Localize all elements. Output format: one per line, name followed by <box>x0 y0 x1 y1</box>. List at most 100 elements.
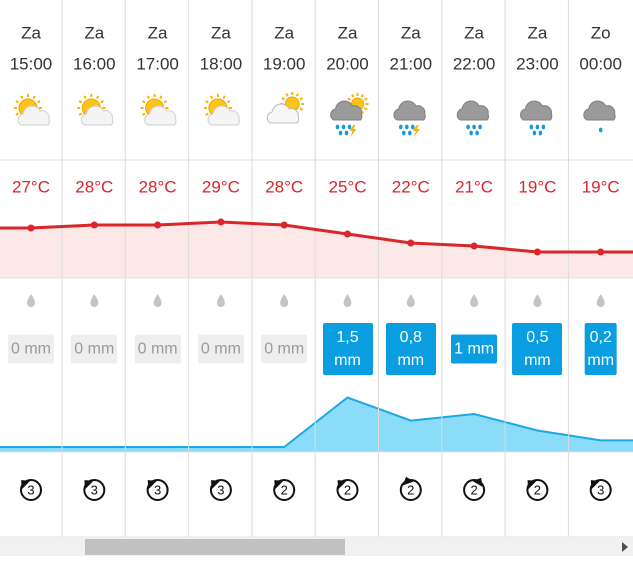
wind-icon: 3 <box>83 479 106 501</box>
day-label: Zo <box>591 23 611 42</box>
cloud <box>330 100 363 121</box>
temperature-label: 21°C <box>455 177 493 196</box>
wind-arrow <box>274 480 284 490</box>
sun-ray <box>360 93 364 98</box>
rain-drop <box>538 130 543 136</box>
rain-drop <box>535 124 540 130</box>
precipitation-label: 1,5 mm <box>322 323 373 375</box>
wind-force: 3 <box>154 482 161 497</box>
rain-drop <box>478 124 482 130</box>
sun-ray <box>226 100 231 104</box>
time-label: 20:00 <box>326 54 369 73</box>
weather-icon <box>266 92 305 124</box>
sun-ray <box>281 97 285 101</box>
time-label: 23:00 <box>516 54 559 73</box>
sun-ray <box>32 95 36 99</box>
precipitation-label: 0 mm <box>8 334 54 364</box>
time-label: 19:00 <box>263 54 306 73</box>
precipitation-label: 0,5 mm <box>512 323 563 375</box>
wind-arrow <box>84 480 94 490</box>
day-label: Za <box>84 23 104 42</box>
precipitation-label: 0 mm <box>197 334 244 364</box>
wind-force: 2 <box>534 482 541 497</box>
rain-drop <box>341 124 346 130</box>
temperature-point <box>90 221 98 229</box>
sun-ray <box>15 112 19 116</box>
cloud <box>17 105 50 126</box>
rain-drop <box>338 130 343 136</box>
drop-icon <box>470 294 479 307</box>
temperature-label: 22°C <box>392 177 430 196</box>
sun-ray <box>146 95 150 99</box>
weather-icon <box>520 100 553 136</box>
precipitation-line <box>0 396 633 448</box>
cloud <box>393 100 426 121</box>
precipitation-label: 0,8 mm <box>385 323 436 375</box>
temperature-label: 19°C <box>582 177 620 196</box>
rain-drop <box>405 124 409 130</box>
sun-ray <box>20 95 24 99</box>
sun-ray <box>95 95 100 99</box>
day-label: Za <box>274 23 294 42</box>
rain-drop <box>335 124 340 130</box>
temperature-line <box>0 220 633 254</box>
day-label: Za <box>211 23 231 42</box>
sun-ray <box>210 95 214 99</box>
wind-arrow <box>527 480 537 490</box>
wind-icon: 3 <box>589 479 612 501</box>
lightning <box>349 125 357 137</box>
rain-drop <box>475 130 479 136</box>
sun-ray <box>83 95 87 99</box>
precipitation-label: 0 mm <box>134 334 181 364</box>
rain-drop <box>408 130 412 136</box>
wind-icon: 3 <box>20 479 42 501</box>
wind-arrow <box>147 480 157 490</box>
temperature-label: 28°C <box>75 177 113 196</box>
weather-icon <box>456 100 489 136</box>
wind-arrow <box>211 480 221 490</box>
drop-icon <box>343 294 352 307</box>
cloud <box>144 105 177 126</box>
scroll-right-arrow[interactable] <box>622 542 628 552</box>
day-label: Za <box>401 23 421 42</box>
sun-ray <box>295 93 300 97</box>
drop-icon <box>533 294 542 307</box>
precipitation-label: 0 mm <box>261 334 308 364</box>
sun-ray <box>347 97 352 101</box>
wind-arrow <box>472 477 483 487</box>
temperature-point <box>407 239 415 247</box>
wind-force: 2 <box>407 482 414 497</box>
wind-arrow <box>402 476 415 486</box>
wind-arrow <box>337 480 347 490</box>
cloud <box>583 100 616 121</box>
rain-drop <box>466 124 470 130</box>
drop-icon <box>406 294 415 307</box>
rain-drop <box>541 124 546 130</box>
wind-arrow <box>21 480 31 490</box>
drop-icon <box>596 294 605 307</box>
drop-icon <box>90 294 99 307</box>
weather-icon <box>583 100 616 133</box>
time-label: 18:00 <box>200 54 243 73</box>
wind-force: 3 <box>217 482 224 497</box>
weather-icon <box>330 93 369 137</box>
rain-drop <box>532 130 537 136</box>
wind-icon: 2 <box>336 479 359 501</box>
sun-ray <box>37 100 41 104</box>
rain-drop <box>344 130 349 136</box>
day-label: Za <box>21 23 41 42</box>
wind-icon: 2 <box>273 479 296 501</box>
rain-drop <box>347 124 352 130</box>
day-label: Za <box>464 23 484 42</box>
rain-drop <box>472 124 476 130</box>
temperature-point <box>597 248 605 256</box>
drop-icon <box>280 294 289 307</box>
rain-drop <box>411 124 415 130</box>
rain-drop <box>399 124 403 130</box>
time-label: 16:00 <box>73 54 116 73</box>
scrollbar-thumb[interactable] <box>85 539 345 555</box>
cloud <box>266 103 300 124</box>
precipitation-label: 0 mm <box>71 334 118 364</box>
